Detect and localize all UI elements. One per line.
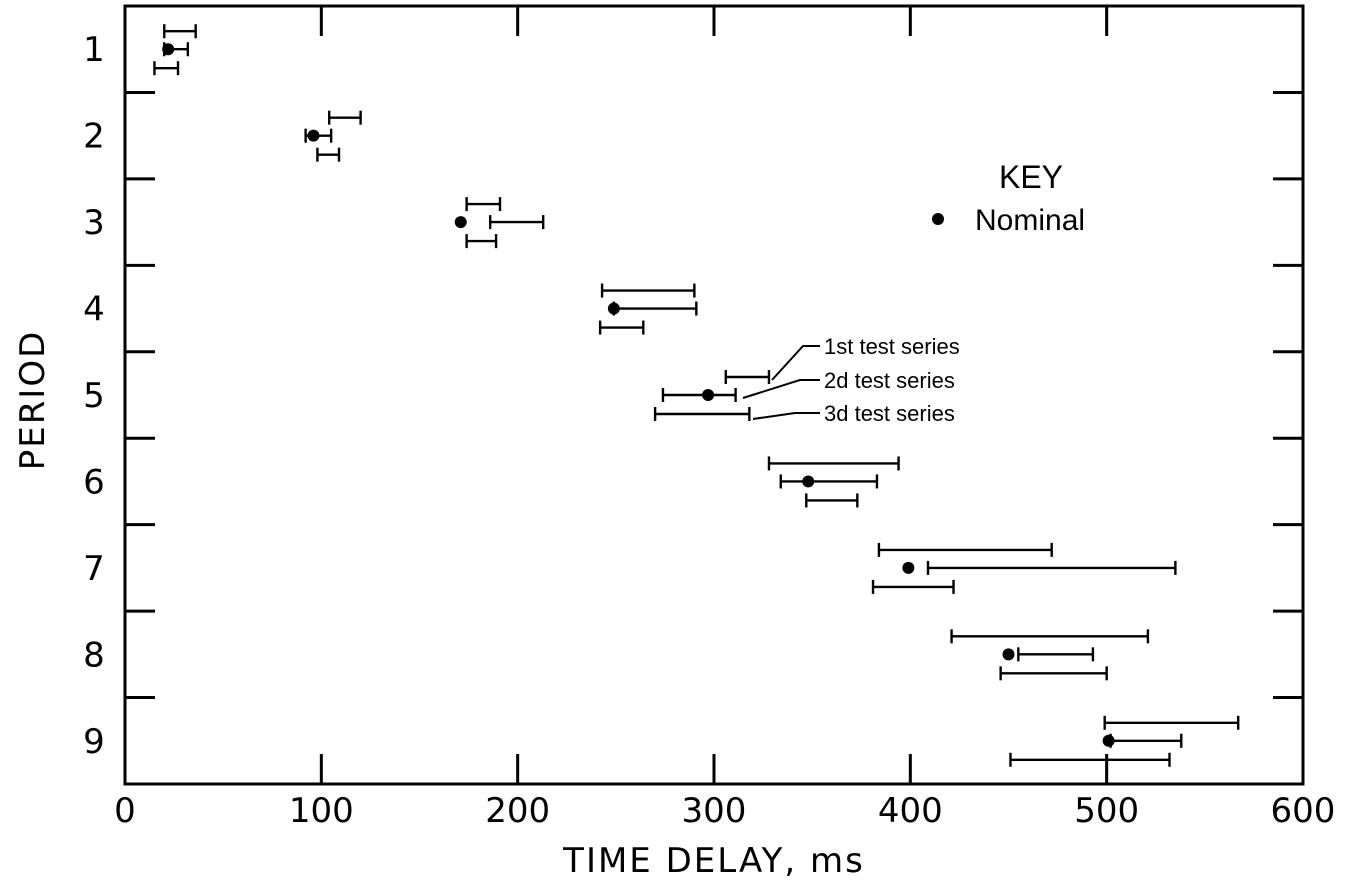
x-tick-label: 500: [1074, 791, 1139, 831]
y-tick-label: 8: [83, 635, 105, 675]
range-bar: [153, 61, 180, 76]
key-nominal-label: Nominal: [975, 204, 1085, 237]
nominal-point: [1002, 648, 1015, 661]
range-bar: [805, 493, 859, 508]
y-tick-label: 6: [83, 462, 105, 502]
range-bar: [926, 560, 1177, 575]
range-bar: [653, 407, 751, 421]
range-bar: [488, 215, 545, 230]
range-bar: [950, 629, 1150, 644]
range-bar: [871, 579, 955, 594]
nominal-point: [802, 475, 815, 488]
callout-label-first: 1st test series: [824, 334, 960, 359]
range-bar: [327, 110, 362, 125]
range-bar: [612, 301, 698, 316]
callout-label-second: 2d test series: [824, 368, 955, 393]
y-tick-label: 4: [83, 290, 105, 330]
x-tick-label: 200: [485, 791, 550, 831]
y-axis-title: PERIOD: [13, 330, 53, 471]
nominal-point: [902, 561, 915, 574]
range-bar: [163, 24, 197, 39]
nominal-point: [162, 43, 175, 56]
key-legend: KEY Nominal: [932, 159, 1085, 237]
range-bar: [1009, 752, 1171, 767]
range-bar: [1017, 647, 1095, 662]
callout-line-third: [752, 412, 820, 420]
y-tick-label: 7: [83, 549, 105, 589]
range-bar: [600, 283, 696, 298]
y-tick-label: 1: [83, 30, 105, 70]
nominal-point: [1102, 734, 1115, 747]
error-bars: [153, 24, 1240, 767]
range-bar: [598, 320, 645, 335]
key-nominal-marker: [932, 213, 944, 225]
callout-label-third: 3d test series: [824, 401, 955, 426]
series-callouts: 1st test series 2d test series 3d test s…: [742, 334, 960, 426]
y-tick-labels: 1 2 3 4 5 6 7 8 9: [83, 30, 105, 762]
range-bar: [767, 456, 900, 471]
range-bar: [779, 474, 879, 489]
range-bar: [999, 666, 1108, 681]
callout-line-second: [742, 379, 820, 399]
x-axis-title: TIME DELAY, ms: [562, 841, 865, 881]
range-bar: [1109, 733, 1183, 748]
key-title: KEY: [999, 159, 1063, 195]
y-tick-label: 3: [83, 203, 105, 243]
nominal-point: [454, 216, 467, 229]
range-bar: [1103, 715, 1240, 730]
x-tick-label: 0: [114, 791, 136, 831]
nominal-point: [702, 389, 715, 401]
x-tick-label: 400: [878, 791, 943, 831]
range-bar: [661, 388, 737, 402]
x-tick-labels: 0 100 200 300 400 500 600: [114, 791, 1335, 831]
y-tick-label: 9: [83, 722, 105, 762]
nominal-point: [607, 302, 620, 315]
range-bar: [724, 370, 771, 384]
y-tick-label: 5: [83, 376, 105, 416]
nominal-point: [307, 129, 320, 142]
y-tick-label: 2: [83, 117, 105, 157]
range-bar: [877, 542, 1053, 557]
range-bar: [316, 147, 341, 162]
x-tick-label: 100: [289, 791, 354, 831]
x-tick-label: 600: [1271, 791, 1336, 831]
x-tick-label: 300: [682, 791, 747, 831]
range-bar: [465, 234, 498, 249]
callout-line-first: [771, 345, 820, 381]
nominal-points: [162, 43, 1115, 747]
range-bar: [465, 197, 502, 212]
